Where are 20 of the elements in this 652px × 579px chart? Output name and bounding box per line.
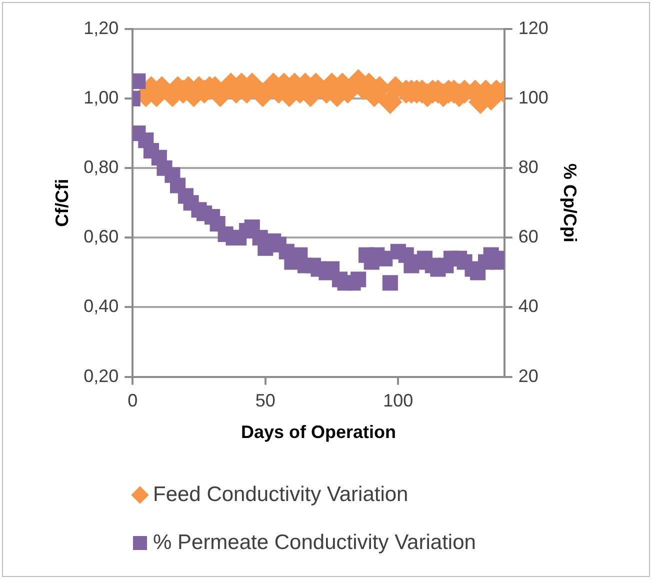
x-axis-title: Days of Operation — [240, 422, 396, 442]
y2-axis-title: % Cp/Cpi — [560, 163, 580, 242]
y-tick-label: 1,20 — [84, 18, 119, 38]
y2-tick-label: 60 — [518, 226, 538, 247]
y-tick-label: 0,20 — [84, 366, 119, 386]
y-tick-label: 0,40 — [84, 296, 119, 316]
x-tick-label: 100 — [383, 390, 414, 411]
y-tick-label: 0,80 — [84, 157, 119, 178]
x-tick-label: 0 — [128, 390, 138, 411]
legend-label: % Permeate Conductivity Variation — [153, 531, 476, 555]
y2-tick-label: 80 — [518, 157, 538, 178]
y-tick-label: 1,00 — [84, 88, 119, 108]
x-tick-label: 50 — [255, 390, 276, 411]
y-tick-label: 0,60 — [84, 226, 119, 247]
y2-tick-label: 100 — [518, 88, 548, 108]
y2-tick-label: 40 — [518, 296, 538, 316]
legend-label: Feed Conductivity Variation — [153, 483, 408, 507]
y-axis-title: Cf/Cfi — [52, 178, 72, 227]
y2-tick-label: 20 — [518, 366, 538, 386]
y2-tick-label: 120 — [518, 18, 548, 38]
